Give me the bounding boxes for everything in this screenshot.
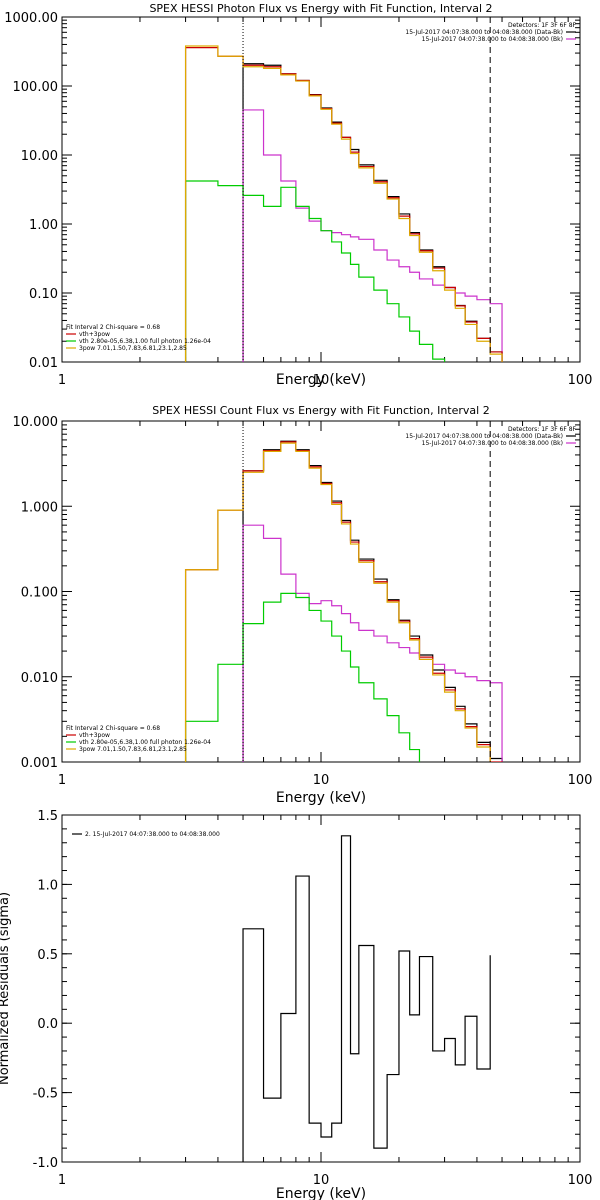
y-tick-label: 0.10 [29,287,58,302]
series-2-histogram [184,47,503,362]
legend-entry: 3pow 7.01,1.50,7.83,6.81,23.1,2.85 [79,746,187,753]
y-tick-label: 1.000 [21,500,58,515]
legend-entry: vth 2.80e-05,6.38,1.00 full photon 1.26e… [79,338,211,345]
x-tick-label: 1 [58,1173,66,1188]
series-3-histogram [184,180,446,362]
x-axis-label: Energy (keV) [276,372,366,388]
series-2-histogram [184,441,503,762]
legend-header: Detectors: 1F 3F 6F 8F [508,22,577,29]
legend-entry: vth+3pow [79,732,110,739]
legend-entry: vth+3pow [79,331,110,338]
legend-entry: vth 2.80e-05,6.38,1.00 full photon 1.26e… [79,739,211,746]
y-tick-label: 1.5 [37,809,58,824]
y-tick-label: -1.0 [33,1156,58,1171]
series-0-histogram [242,835,491,1162]
y-tick-label: 0.5 [37,948,58,963]
series-4-histogram [184,45,503,362]
x-tick-label: 10 [313,1173,330,1188]
y-axis-label: Normalized Residuals (sigma) [0,892,12,1085]
y-tick-label: 10.00 [21,149,58,164]
y-tick-label: 0.010 [21,671,58,686]
legend-header: Detectors: 1F 3F 6F 8F [508,426,577,433]
y-tick-label: 1.00 [29,218,58,233]
x-tick-label: 100 [568,1173,593,1188]
legend-entry: 15-Jul-2017 04:07:38.000 to 04:08:38.000… [405,29,563,36]
x-tick-label: 100 [568,373,593,388]
y-tick-label: 0.0 [37,1017,58,1032]
x-tick-label: 1 [58,773,66,788]
series-1-histogram [242,109,503,362]
legend-header: Fit Interval 2 Chi-square = 0.68 [66,324,160,331]
y-tick-label: 1.0 [37,878,58,893]
legend-entry: 3pow 7.01,1.50,7.83,6.81,23.1,2.85 [79,345,187,352]
legend-entry: 2. 15-Jul-2017 04:07:38.000 to 04:08:38.… [85,831,220,838]
series-0-histogram [242,440,503,762]
y-tick-label: 0.001 [21,756,58,771]
legend-header: Fit Interval 2 Chi-square = 0.68 [66,725,160,732]
plot-frame [61,814,581,1163]
x-tick-label: 100 [568,773,593,788]
y-tick-label: 0.01 [29,356,58,371]
y-tick-label: 1000.00 [4,11,58,26]
chart-title: SPEX HESSI Photon Flux vs Energy with Fi… [149,2,492,15]
series-3-histogram [184,592,421,762]
series-4-histogram [184,442,491,762]
x-tick-label: 10 [313,773,330,788]
x-tick-label: 10 [313,373,330,388]
y-tick-label: 100.00 [13,80,59,95]
y-tick-label: -0.5 [33,1087,58,1102]
series-1-histogram [242,524,503,762]
y-tick-label: 10.000 [13,415,59,430]
legend-entry: 15-Jul-2017 04:07:38.000 to 04:08:38.000… [422,440,563,447]
x-axis-label: Energy (keV) [276,1186,366,1200]
legend-entry: 15-Jul-2017 04:07:38.000 to 04:08:38.000… [405,433,563,440]
legend-entry: 15-Jul-2017 04:07:38.000 to 04:08:38.000… [422,36,563,43]
x-tick-label: 1 [58,373,66,388]
x-axis-label: Energy (keV) [276,790,366,806]
y-tick-label: 0.100 [21,586,58,601]
chart-title: SPEX HESSI Count Flux vs Energy with Fit… [152,404,489,417]
